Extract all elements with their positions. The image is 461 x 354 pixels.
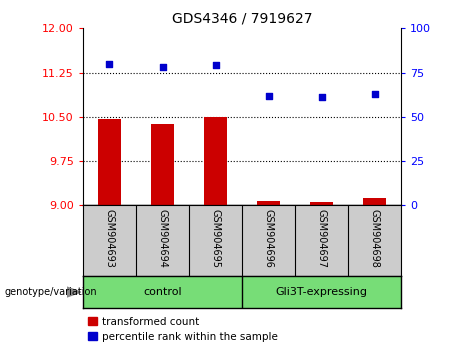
Text: control: control (143, 287, 182, 297)
Text: GSM904693: GSM904693 (105, 209, 114, 268)
Legend: transformed count, percentile rank within the sample: transformed count, percentile rank withi… (88, 317, 278, 342)
Polygon shape (67, 287, 81, 297)
Text: GSM904698: GSM904698 (370, 209, 379, 268)
Text: genotype/variation: genotype/variation (5, 287, 97, 297)
Bar (204, 118, 227, 205)
Bar (151, 124, 174, 205)
Point (159, 64, 166, 70)
Text: Gli3T-expressing: Gli3T-expressing (276, 287, 367, 297)
Title: GDS4346 / 7919627: GDS4346 / 7919627 (172, 12, 312, 26)
Point (106, 61, 113, 67)
Bar (257, 201, 280, 205)
Text: GSM904694: GSM904694 (158, 209, 167, 268)
Point (265, 93, 272, 98)
Bar (310, 202, 333, 205)
Text: GSM904696: GSM904696 (264, 209, 273, 268)
Bar (98, 119, 121, 205)
Point (371, 91, 378, 97)
Text: GSM904695: GSM904695 (211, 209, 220, 268)
Point (318, 95, 325, 100)
Point (212, 63, 219, 68)
Bar (363, 198, 386, 205)
Text: GSM904697: GSM904697 (317, 209, 326, 268)
